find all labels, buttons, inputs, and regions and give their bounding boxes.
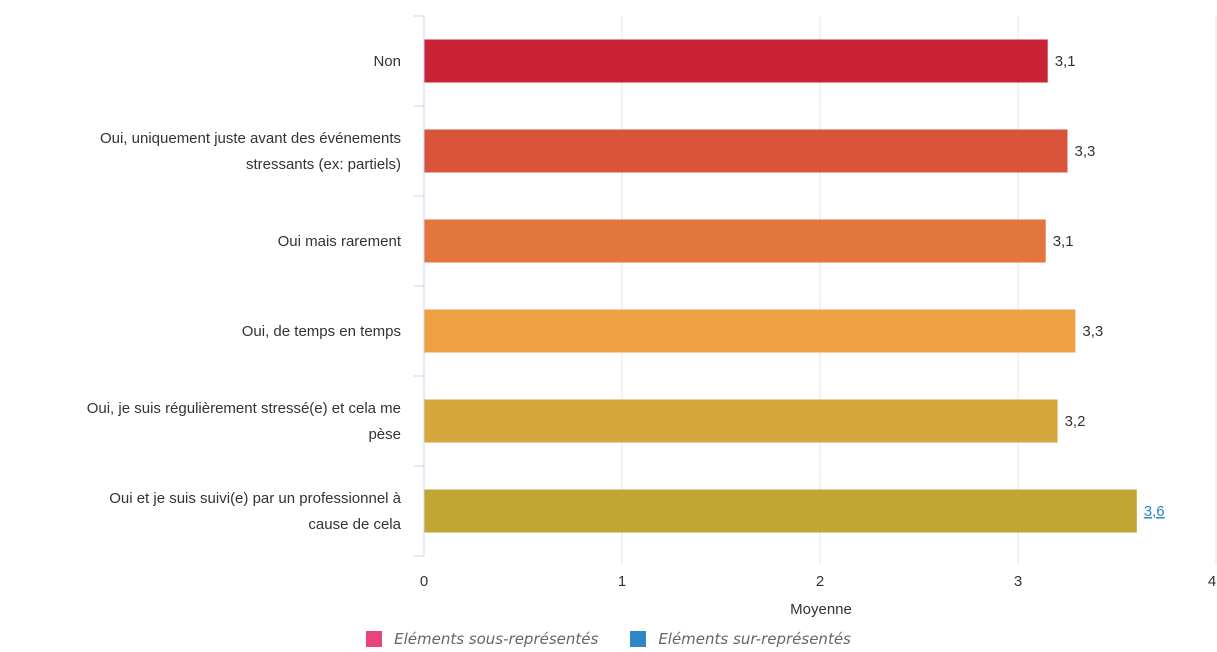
legend-swatch-over bbox=[630, 631, 647, 647]
category-label: Oui, je suis régulièrement stressé(e) et… bbox=[87, 400, 401, 443]
legend-label-under: Eléments sous-représentés bbox=[394, 630, 599, 648]
category-label-line: Oui, de temps en temps bbox=[242, 323, 401, 340]
category-labels: Non Oui, uniquement juste avant des événe… bbox=[87, 53, 402, 533]
bar[interactable] bbox=[424, 39, 1048, 83]
bar-chart: 0 1 2 3 4 Non Oui, uniquement juste avant des… bbox=[87, 15, 1217, 618]
category-label-line: Non bbox=[373, 53, 401, 70]
x-axis-title: Moyenne bbox=[790, 601, 852, 618]
legend-swatch-under bbox=[366, 631, 383, 647]
category-label-line: Oui mais rarement bbox=[278, 233, 402, 250]
data-label: 3,1 bbox=[1053, 233, 1074, 250]
legend-label-over: Eléments sur-représentés bbox=[658, 630, 851, 648]
data-label: 3,3 bbox=[1075, 143, 1096, 160]
x-tick-label: 2 bbox=[816, 573, 824, 590]
category-label: Oui, uniquement juste avant des événemen… bbox=[100, 130, 401, 173]
bar[interactable] bbox=[424, 129, 1068, 173]
x-axis: 0 1 2 3 4 bbox=[420, 573, 1216, 590]
bar[interactable] bbox=[424, 219, 1046, 263]
data-labels: 3,1 3,3 3,1 3,3 3,2 3,6 bbox=[1053, 53, 1165, 520]
gridlines bbox=[621, 16, 1217, 564]
bar[interactable] bbox=[424, 309, 1076, 353]
legend-item-under[interactable]: Eléments sous-représentés bbox=[366, 630, 598, 648]
category-label-line: Oui et je suis suivi(e) par un professio… bbox=[109, 490, 401, 507]
category-label: Non bbox=[373, 53, 401, 70]
x-tick-label: 1 bbox=[618, 573, 626, 590]
data-label: 3,3 bbox=[1082, 323, 1103, 340]
data-label[interactable]: 3,6 bbox=[1144, 503, 1165, 520]
category-label-line: Oui, je suis régulièrement stressé(e) et… bbox=[87, 400, 401, 417]
bar[interactable] bbox=[424, 399, 1058, 443]
category-label-line: Oui, uniquement juste avant des événemen… bbox=[100, 130, 401, 147]
category-label-line: cause de cela bbox=[308, 516, 401, 533]
category-label: Oui et je suis suivi(e) par un professio… bbox=[109, 490, 401, 533]
category-label-line: stressants (ex: partiels) bbox=[246, 156, 401, 173]
x-tick-label: 4 bbox=[1208, 573, 1216, 590]
data-label: 3,1 bbox=[1055, 53, 1076, 70]
data-label: 3,2 bbox=[1065, 413, 1086, 430]
bar[interactable] bbox=[424, 489, 1137, 533]
category-label-line: pèse bbox=[368, 426, 401, 443]
category-label: Oui, de temps en temps bbox=[242, 323, 401, 340]
category-label: Oui mais rarement bbox=[278, 233, 402, 250]
bars bbox=[424, 39, 1137, 533]
x-tick-label: 3 bbox=[1014, 573, 1022, 590]
legend-item-over[interactable]: Eléments sur-représentés bbox=[630, 630, 851, 648]
legend: Eléments sous-représentés Eléments sur-r… bbox=[0, 626, 1217, 652]
y-axis bbox=[414, 15, 425, 557]
x-tick-label: 0 bbox=[420, 573, 428, 590]
